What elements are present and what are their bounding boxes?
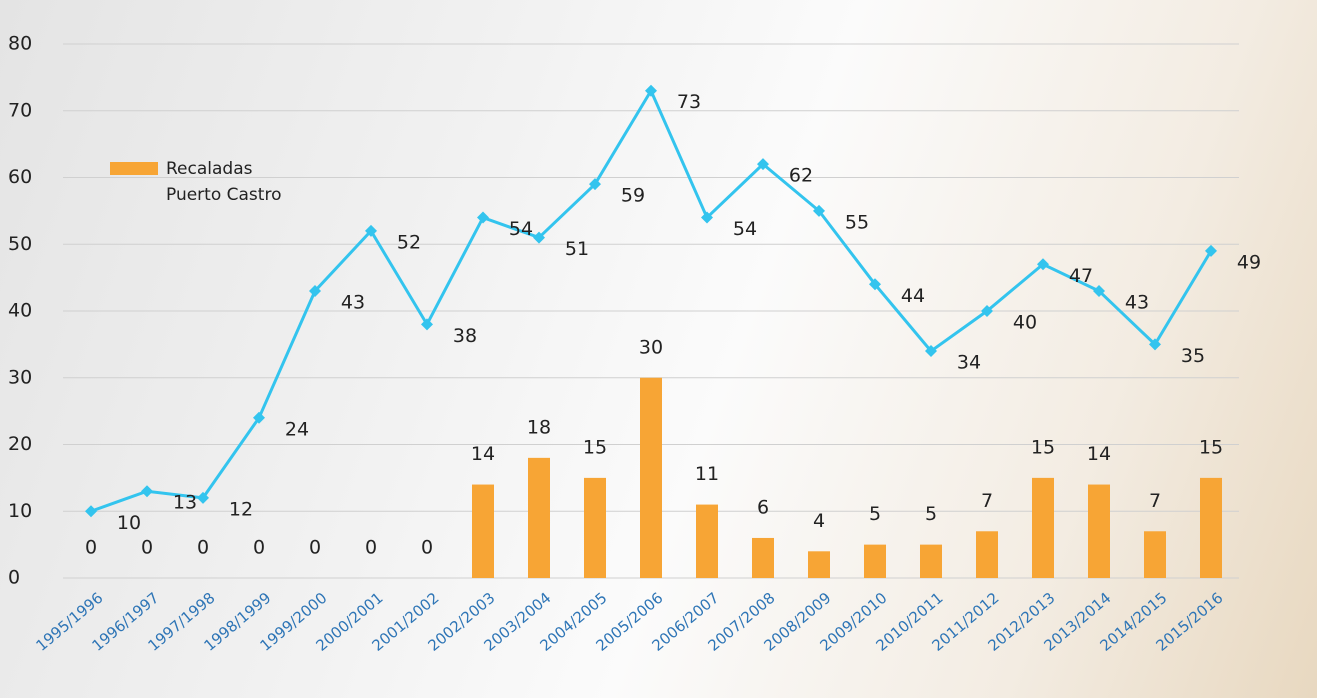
marker — [925, 345, 937, 358]
data-label: 51 — [565, 238, 589, 260]
bar — [640, 377, 662, 578]
bar — [752, 537, 774, 578]
marker — [869, 278, 881, 291]
bar — [1200, 477, 1222, 578]
data-label: 18 — [527, 416, 551, 438]
marker — [1205, 244, 1217, 257]
data-label: 0 — [141, 537, 153, 559]
data-label: 49 — [1237, 251, 1261, 273]
data-label: 14 — [471, 443, 495, 465]
bar — [472, 484, 494, 578]
data-label: 54 — [733, 218, 757, 240]
data-label: 35 — [1181, 345, 1205, 367]
bar — [808, 551, 830, 578]
marker — [813, 204, 825, 217]
legend-swatch — [110, 162, 158, 175]
marker — [197, 491, 209, 504]
data-label: 55 — [845, 211, 869, 233]
data-label: 11 — [695, 463, 719, 485]
marker — [1149, 338, 1161, 351]
y-tick-label: 0 — [8, 567, 20, 589]
marker — [85, 505, 97, 518]
bar — [528, 457, 550, 578]
marker — [1093, 284, 1105, 297]
data-label: 10 — [117, 512, 141, 534]
bar — [1144, 531, 1166, 578]
data-label: 4 — [813, 510, 825, 532]
data-label: 12 — [229, 498, 253, 520]
y-tick-label: 70 — [8, 99, 32, 121]
bar — [864, 544, 886, 578]
y-tick-label: 10 — [8, 500, 32, 522]
data-label: 43 — [341, 291, 365, 313]
data-label: 5 — [925, 503, 937, 525]
marker — [701, 211, 713, 224]
data-label: 44 — [901, 285, 925, 307]
data-label: 6 — [757, 496, 769, 518]
marker — [981, 305, 993, 317]
data-label: 15 — [1199, 436, 1223, 458]
data-label: 30 — [639, 336, 663, 358]
data-label: 34 — [957, 352, 981, 374]
marker — [533, 231, 545, 244]
marker — [477, 211, 489, 224]
data-label: 7 — [1149, 490, 1161, 512]
marker — [253, 411, 265, 424]
bar — [976, 531, 998, 578]
marker — [141, 485, 153, 498]
marker — [645, 84, 657, 97]
data-label: 24 — [285, 418, 309, 440]
data-label: 0 — [309, 537, 321, 559]
data-label: 73 — [677, 91, 701, 113]
legend-label: Recaladas Puerto Castro — [166, 159, 282, 205]
marker — [757, 158, 769, 171]
data-label: 0 — [421, 537, 433, 559]
data-label: 14 — [1087, 443, 1111, 465]
data-label: 43 — [1125, 291, 1149, 313]
y-tick-label: 20 — [8, 433, 32, 455]
data-label: 62 — [789, 165, 813, 187]
data-label: 59 — [621, 185, 645, 207]
y-tick-label: 30 — [8, 366, 32, 388]
y-tick-label: 50 — [8, 233, 32, 255]
bar — [920, 544, 942, 578]
y-tick-label: 60 — [8, 166, 32, 188]
marker — [365, 224, 377, 237]
data-label: 15 — [1031, 436, 1055, 458]
bar — [584, 477, 606, 578]
data-label: 0 — [365, 537, 377, 559]
marker — [421, 318, 433, 331]
y-tick-label: 80 — [8, 33, 32, 55]
data-label: 40 — [1013, 312, 1037, 334]
y-tick-label: 40 — [8, 300, 32, 322]
bar — [1088, 484, 1110, 578]
data-label: 13 — [173, 492, 197, 514]
data-label: 0 — [197, 537, 209, 559]
data-label: 15 — [583, 436, 607, 458]
bar — [1032, 477, 1054, 578]
marker — [1037, 258, 1049, 271]
data-label: 47 — [1069, 265, 1093, 287]
data-label: 7 — [981, 490, 993, 512]
data-label: 54 — [509, 218, 533, 240]
data-label: 38 — [453, 325, 477, 347]
data-label: 0 — [85, 537, 97, 559]
data-label: 0 — [253, 537, 265, 559]
data-label: 5 — [869, 503, 881, 525]
marker — [309, 284, 321, 297]
marker — [589, 178, 601, 191]
data-label: 52 — [397, 231, 421, 253]
legend: Recaladas Puerto Castro — [110, 156, 310, 208]
bar — [696, 504, 718, 578]
